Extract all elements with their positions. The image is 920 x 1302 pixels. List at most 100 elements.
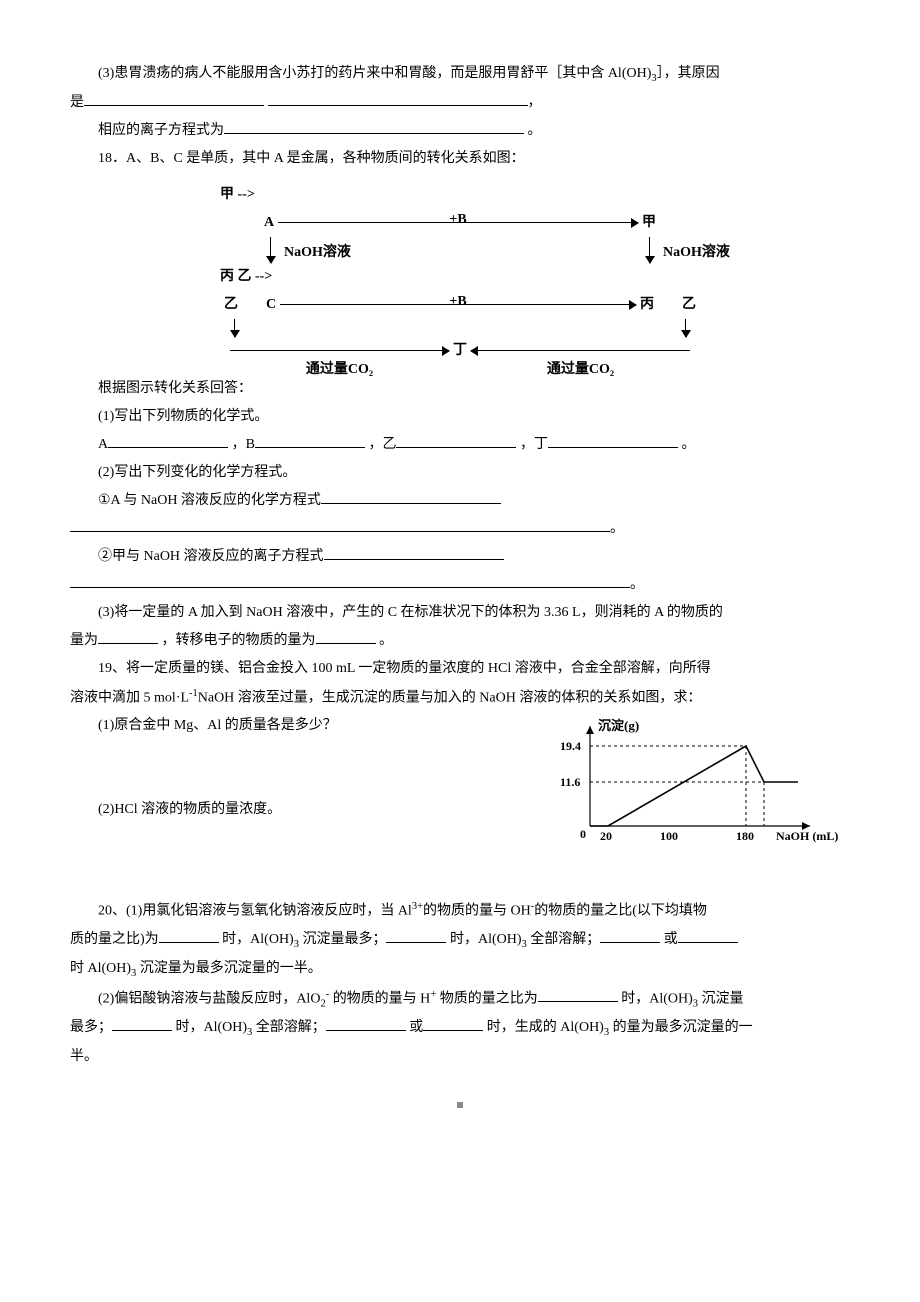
square-icon xyxy=(457,1102,463,1108)
blank xyxy=(326,1015,406,1031)
text: 或 xyxy=(664,932,678,947)
edge-label: +B xyxy=(449,288,466,316)
label: ，乙 xyxy=(368,437,396,452)
text: 全部溶解； xyxy=(256,1020,326,1035)
node-ding: 丁 xyxy=(449,337,471,365)
edge-label: NaOH溶液 xyxy=(663,239,730,267)
period: 。 xyxy=(681,437,695,452)
svg-text:180: 180 xyxy=(736,829,754,843)
text: 相应的离子方程式为 xyxy=(98,123,224,138)
text: 时，生成的 Al(OH) xyxy=(487,1020,604,1035)
comma: ， xyxy=(528,95,542,110)
blank xyxy=(224,117,524,133)
blank xyxy=(255,431,365,447)
svg-text:19.4: 19.4 xyxy=(560,739,581,753)
svg-text:11.6: 11.6 xyxy=(560,775,580,789)
blank xyxy=(548,431,678,447)
text: 沉淀量 xyxy=(702,991,744,1006)
q18-p1-line: A ，B ，乙 ，丁 。 xyxy=(70,431,850,459)
blank xyxy=(396,431,516,447)
q18-p1-head: (1)写出下列物质的化学式。 xyxy=(70,403,850,431)
svg-text:20: 20 xyxy=(600,829,612,843)
blank xyxy=(423,1015,483,1031)
blank xyxy=(98,627,158,643)
text: ①A 与 NaOH 溶液反应的化学方程式 xyxy=(98,493,321,508)
blank xyxy=(108,431,228,447)
blank xyxy=(268,89,528,105)
text: (2)偏铝酸钠溶液与盐酸反应时，AlO xyxy=(98,991,320,1006)
sub: 3 xyxy=(693,998,698,1009)
text: 质的量之比)为 xyxy=(70,932,159,947)
q19-chart: 沉淀(g) NaOH (mL) 19.4 11.6 0 20 100 180 xyxy=(540,716,840,846)
sub: 3 xyxy=(131,968,136,979)
blank xyxy=(678,927,738,943)
q18-p2-head: (2)写出下列变化的化学方程式。 xyxy=(70,459,850,487)
page-marker xyxy=(70,1091,850,1119)
text: 20、(1)用氯化铝溶液与氢氧化钠溶液反应时，当 Al xyxy=(98,904,412,919)
edge-label: 通过量CO₂ xyxy=(547,356,614,384)
node-A: A xyxy=(260,209,278,237)
q19-intro-1: 19、将一定质量的镁、铝合金投入 100 mL 一定物质的量浓度的 HCl 溶液… xyxy=(70,655,850,683)
ylabel: 沉淀(g) xyxy=(598,718,639,733)
period: 。 xyxy=(630,577,644,592)
edge-label: +B xyxy=(449,206,466,234)
text: ，转移电子的物质的量为 xyxy=(162,633,316,648)
svg-text:100: 100 xyxy=(660,829,678,843)
q18-p2-2-blank: 。 xyxy=(70,571,850,599)
blank xyxy=(538,986,618,1002)
q18-p3-line1: (3)将一定量的 A 加入到 NaOH 溶液中，产生的 C 在标准状况下的体积为… xyxy=(70,599,850,627)
q18-prompt: 根据图示转化关系回答： xyxy=(70,375,850,403)
text: 的量为最多沉淀量的一 xyxy=(613,1020,753,1035)
text: 的物质的量与 H xyxy=(333,991,431,1006)
period: 。 xyxy=(610,521,624,536)
sub: 2 xyxy=(320,998,325,1009)
text: 是 xyxy=(70,95,84,110)
edge-label: NaOH溶液 xyxy=(284,239,351,267)
q18-p3-line2: 量为 ，转移电子的物质的量为 。 xyxy=(70,627,850,655)
blank xyxy=(84,89,264,105)
node-yi-r: 乙 xyxy=(678,291,700,319)
text: 时，Al(OH) xyxy=(450,932,522,947)
text: 溶液中滴加 5 mol·L xyxy=(70,690,189,705)
label: ，B xyxy=(232,437,255,452)
text: 全部溶解； xyxy=(530,932,600,947)
text: 时，Al(OH) xyxy=(176,1020,248,1035)
label: A xyxy=(98,437,108,452)
q17-3-line3: 相应的离子方程式为 。 xyxy=(70,117,850,145)
blank xyxy=(112,1015,172,1031)
node-bing: 丙 xyxy=(636,291,658,319)
q19-intro-2: 溶液中滴加 5 mol·L-1NaOH 溶液至过量，生成沉淀的质量与加入的 Na… xyxy=(70,683,850,713)
sup: - xyxy=(326,989,330,1000)
q18-p2-1-blank: 。 xyxy=(70,515,850,543)
edge-label: 通过量CO₂ xyxy=(306,356,373,384)
sup: + xyxy=(430,989,436,1000)
blank xyxy=(159,927,219,943)
text: 时，Al(OH) xyxy=(621,991,693,1006)
text: NaOH 溶液至过量，生成沉淀的质量与加入的 NaOH 溶液的体积的关系如图，求… xyxy=(198,690,702,705)
node-C: C xyxy=(262,291,280,319)
blank xyxy=(600,927,660,943)
q20-line3: 时 Al(OH)3 沉淀量为最多沉淀量的一半。 xyxy=(70,955,850,984)
text: ］，其原因 xyxy=(657,66,720,81)
period: 。 xyxy=(524,123,542,138)
q20-p2-line2: 最多； 时，Al(OH)3 全部溶解； 或 时，生成的 Al(OH)3 的量为最… xyxy=(70,1014,850,1043)
q17-3-line1: (3)患胃溃疡的病人不能服用含小苏打的药片来中和胃酸，而是服用胃舒平［其中含 A… xyxy=(70,60,850,89)
text: 的物质的量与 OH xyxy=(423,904,531,919)
q18-p2-2: ②甲与 NaOH 溶液反应的离子方程式 xyxy=(70,543,850,571)
sub: 3 xyxy=(604,1027,609,1038)
text: 时，Al(OH) xyxy=(222,932,294,947)
sup: 3+ xyxy=(412,901,423,912)
sub: 3 xyxy=(247,1027,252,1038)
blank xyxy=(321,487,501,503)
text: 沉淀量为最多沉淀量的一半。 xyxy=(140,961,322,976)
text: ②甲与 NaOH 溶液反应的离子方程式 xyxy=(98,549,324,564)
sup: -1 xyxy=(189,688,198,699)
node-jia: 甲 xyxy=(638,209,660,237)
svg-text:0: 0 xyxy=(580,827,586,841)
text: 的物质的量之比(以下均填物 xyxy=(534,904,707,919)
q20-line2: 质的量之比)为 时，Al(OH)3 沉淀量最多； 时，Al(OH)3 全部溶解；… xyxy=(70,926,850,955)
q20-p2-line3: 半。 xyxy=(70,1043,850,1071)
sub: 3 xyxy=(522,939,527,950)
period: 。 xyxy=(379,633,393,648)
text: (3)患胃溃疡的病人不能服用含小苏打的药片来中和胃酸，而是服用胃舒平［其中含 A… xyxy=(98,66,651,81)
